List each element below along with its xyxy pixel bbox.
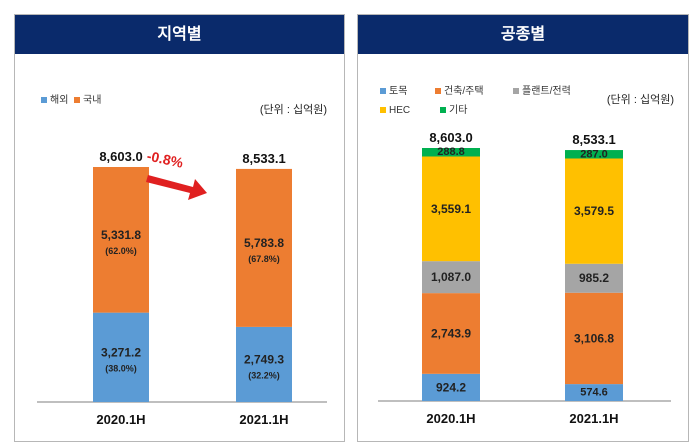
pct-label-0-1: (62.0%): [105, 246, 137, 256]
bar-1-0: [236, 326, 292, 402]
data-label-1-2: 985.2: [579, 271, 609, 285]
legend-label-1: 국내: [83, 94, 101, 106]
data-label-1-3: 3,579.5: [574, 204, 614, 218]
legend-label-0: 토목: [389, 85, 407, 97]
total-label-1: 8,533.1: [242, 151, 285, 166]
bar-0-0: [93, 312, 149, 402]
x-tick-label-1: 2021.1H: [239, 412, 288, 427]
data-label-0-3: 3,559.1: [431, 202, 471, 216]
bar-0-1: [422, 293, 480, 374]
regional-chart: 해외 국내 (단위 : 십억원) 3,271.2 (38.0%) 5,331.8 (62.0…: [37, 93, 327, 427]
work-type-chart-title: 공종별: [358, 15, 688, 54]
data-label-1-4: 287.0: [580, 148, 608, 160]
legend-label-3: HEC: [389, 105, 410, 116]
bar-1-0: [565, 384, 623, 401]
total-label-1: 8,533.1: [572, 132, 615, 147]
legend-label-2: 플랜트/전력: [522, 85, 571, 97]
pct-label-0-0: (38.0%): [105, 363, 137, 373]
legend-label-4: 기타: [449, 104, 467, 116]
legend-label-0: 해외: [50, 93, 68, 106]
decrease-arrow: [146, 175, 207, 200]
unit-label: (단위 : 십억원): [260, 103, 327, 116]
bar-1-1: [236, 168, 292, 327]
legend-swatch-2: [513, 88, 519, 94]
bar-1-1: [565, 292, 623, 385]
data-label-0-2: 1,087.0: [431, 270, 471, 284]
data-label-0-1: 2,743.9: [431, 326, 471, 340]
pct-label-1-0: (32.2%): [248, 370, 280, 380]
bar-0-1: [93, 167, 149, 313]
bar-0-2: [422, 261, 480, 294]
bar-0-3: [422, 156, 480, 262]
data-label-1-0: 574.6: [580, 387, 608, 399]
pct-label-1-1: (67.8%): [248, 254, 280, 264]
data-label-1-0: 2,749.3: [244, 352, 284, 366]
work-type-chart: 토목 건축/주택 플랜트/전력 HEC 기타 (단위 : 십억원) 924.2 2,743.9…: [378, 85, 674, 426]
bar-0-4: [422, 148, 480, 157]
regional-chart-panel: 지역별 해외 국내 (단위 : 십억원) 3,271.2 (38.0%) 5,331.8 (…: [14, 14, 345, 442]
legend-swatch-1: [74, 97, 80, 103]
change-label: -0.8%: [145, 147, 185, 170]
data-label-1-1: 3,106.8: [574, 331, 614, 345]
data-label-0-0: 3,271.2: [101, 345, 141, 359]
total-label-0: 8,603.0: [99, 149, 142, 164]
data-label-0-4: 288.8: [437, 146, 465, 158]
total-label-0: 8,603.0: [429, 130, 472, 145]
legend-swatch-1: [435, 88, 441, 94]
data-label-0-1: 5,331.8: [101, 228, 141, 242]
data-label-0-0: 924.2: [436, 380, 466, 394]
x-tick-label-0: 2020.1H: [96, 412, 145, 427]
work-type-chart-panel: 공종별 토목 건축/주택 플랜트/전력 HEC 기타 (단위 : 십억원) 924.2 2,7…: [357, 14, 689, 442]
x-tick-label-0: 2020.1H: [426, 411, 475, 426]
bar-1-2: [565, 263, 623, 293]
unit-label: (단위 : 십억원): [607, 93, 674, 106]
legend-swatch-4: [440, 107, 446, 113]
bar-1-3: [565, 158, 623, 264]
legend-swatch-0: [380, 88, 386, 94]
legend-swatch-0: [41, 97, 47, 103]
x-tick-label-1: 2021.1H: [569, 411, 618, 426]
legend-swatch-3: [380, 107, 386, 113]
bar-1-4: [565, 150, 623, 159]
regional-chart-title: 지역별: [15, 15, 344, 54]
legend-label-1: 건축/주택: [444, 85, 484, 97]
data-label-1-1: 5,783.8: [244, 236, 284, 250]
bar-0-0: [422, 373, 480, 401]
